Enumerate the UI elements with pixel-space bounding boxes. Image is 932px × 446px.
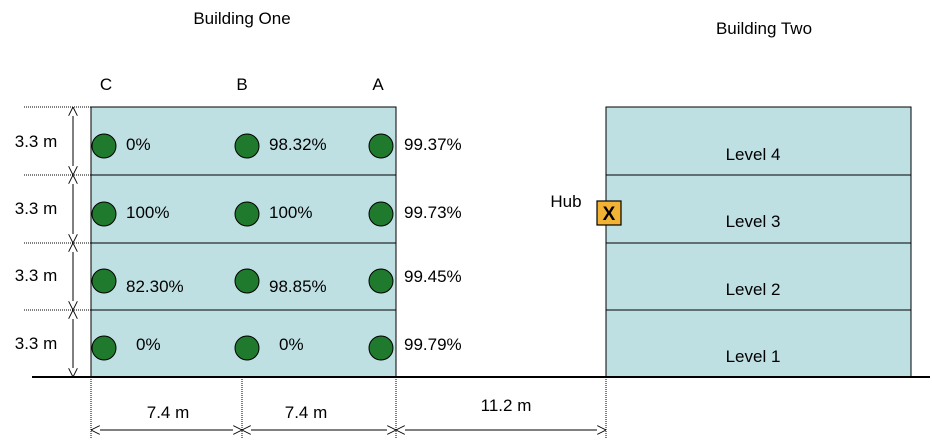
sensor-dot bbox=[234, 201, 260, 227]
sensor-dot bbox=[234, 268, 260, 294]
floor-height-label: 3.3 m bbox=[15, 334, 58, 353]
level-label-3: Level 3 bbox=[726, 212, 781, 231]
sensor-value: 0% bbox=[126, 135, 151, 154]
floor-row-1: 0% 0% 99.79% bbox=[91, 335, 462, 361]
column-label-a: A bbox=[372, 75, 384, 94]
sensor-dot bbox=[368, 268, 394, 294]
column-label-b: B bbox=[236, 75, 247, 94]
sensor-dot bbox=[368, 201, 394, 227]
sensor-value: 99.45% bbox=[404, 267, 462, 286]
building-one-title: Building One bbox=[193, 9, 290, 28]
level-label-4: Level 4 bbox=[726, 145, 781, 164]
sensor-value: 99.73% bbox=[404, 203, 462, 222]
column-label-c: C bbox=[100, 75, 112, 94]
sensor-value: 100% bbox=[269, 203, 312, 222]
sensor-value: 99.79% bbox=[404, 335, 462, 354]
hub-label: Hub bbox=[550, 192, 581, 211]
hub-marker: X bbox=[596, 200, 622, 226]
sensor-dot bbox=[91, 133, 117, 159]
floor-height-label: 3.3 m bbox=[15, 132, 58, 151]
sensor-dot bbox=[368, 133, 394, 159]
level-label-2: Level 2 bbox=[726, 280, 781, 299]
level-label-1: Level 1 bbox=[726, 347, 781, 366]
sensor-dot bbox=[234, 133, 260, 159]
hub-marker-x-icon: X bbox=[603, 204, 616, 225]
sensor-value: 98.85% bbox=[269, 277, 327, 296]
height-dimensions bbox=[24, 106, 91, 377]
sensor-value: 99.37% bbox=[404, 135, 462, 154]
sensor-value: 0% bbox=[279, 335, 304, 354]
bay-width-label: 7.4 m bbox=[147, 403, 190, 422]
sensor-value: 82.30% bbox=[126, 277, 184, 296]
floor-row-2: 82.30% 98.85% 99.45% bbox=[91, 267, 462, 296]
bay-width-label: 7.4 m bbox=[285, 403, 328, 422]
sensor-value: 98.32% bbox=[269, 135, 327, 154]
building-two-title: Building Two bbox=[716, 19, 812, 38]
sensor-value: 0% bbox=[136, 335, 161, 354]
width-dimensions bbox=[90, 377, 607, 438]
floor-height-label: 3.3 m bbox=[15, 199, 58, 218]
sensor-dot bbox=[368, 335, 394, 361]
sensor-dot bbox=[91, 335, 117, 361]
gap-width-label: 11.2 m bbox=[481, 396, 532, 415]
sensor-dot bbox=[234, 335, 260, 361]
building-two bbox=[605, 106, 912, 378]
floor-row-3: 100% 100% 99.73% bbox=[91, 201, 462, 227]
floor-height-label: 3.3 m bbox=[15, 266, 58, 285]
floor-row-4: 0% 98.32% 99.37% bbox=[91, 133, 462, 159]
sensor-dot bbox=[91, 201, 117, 227]
sensor-value: 100% bbox=[126, 203, 169, 222]
sensor-dot bbox=[91, 268, 117, 294]
